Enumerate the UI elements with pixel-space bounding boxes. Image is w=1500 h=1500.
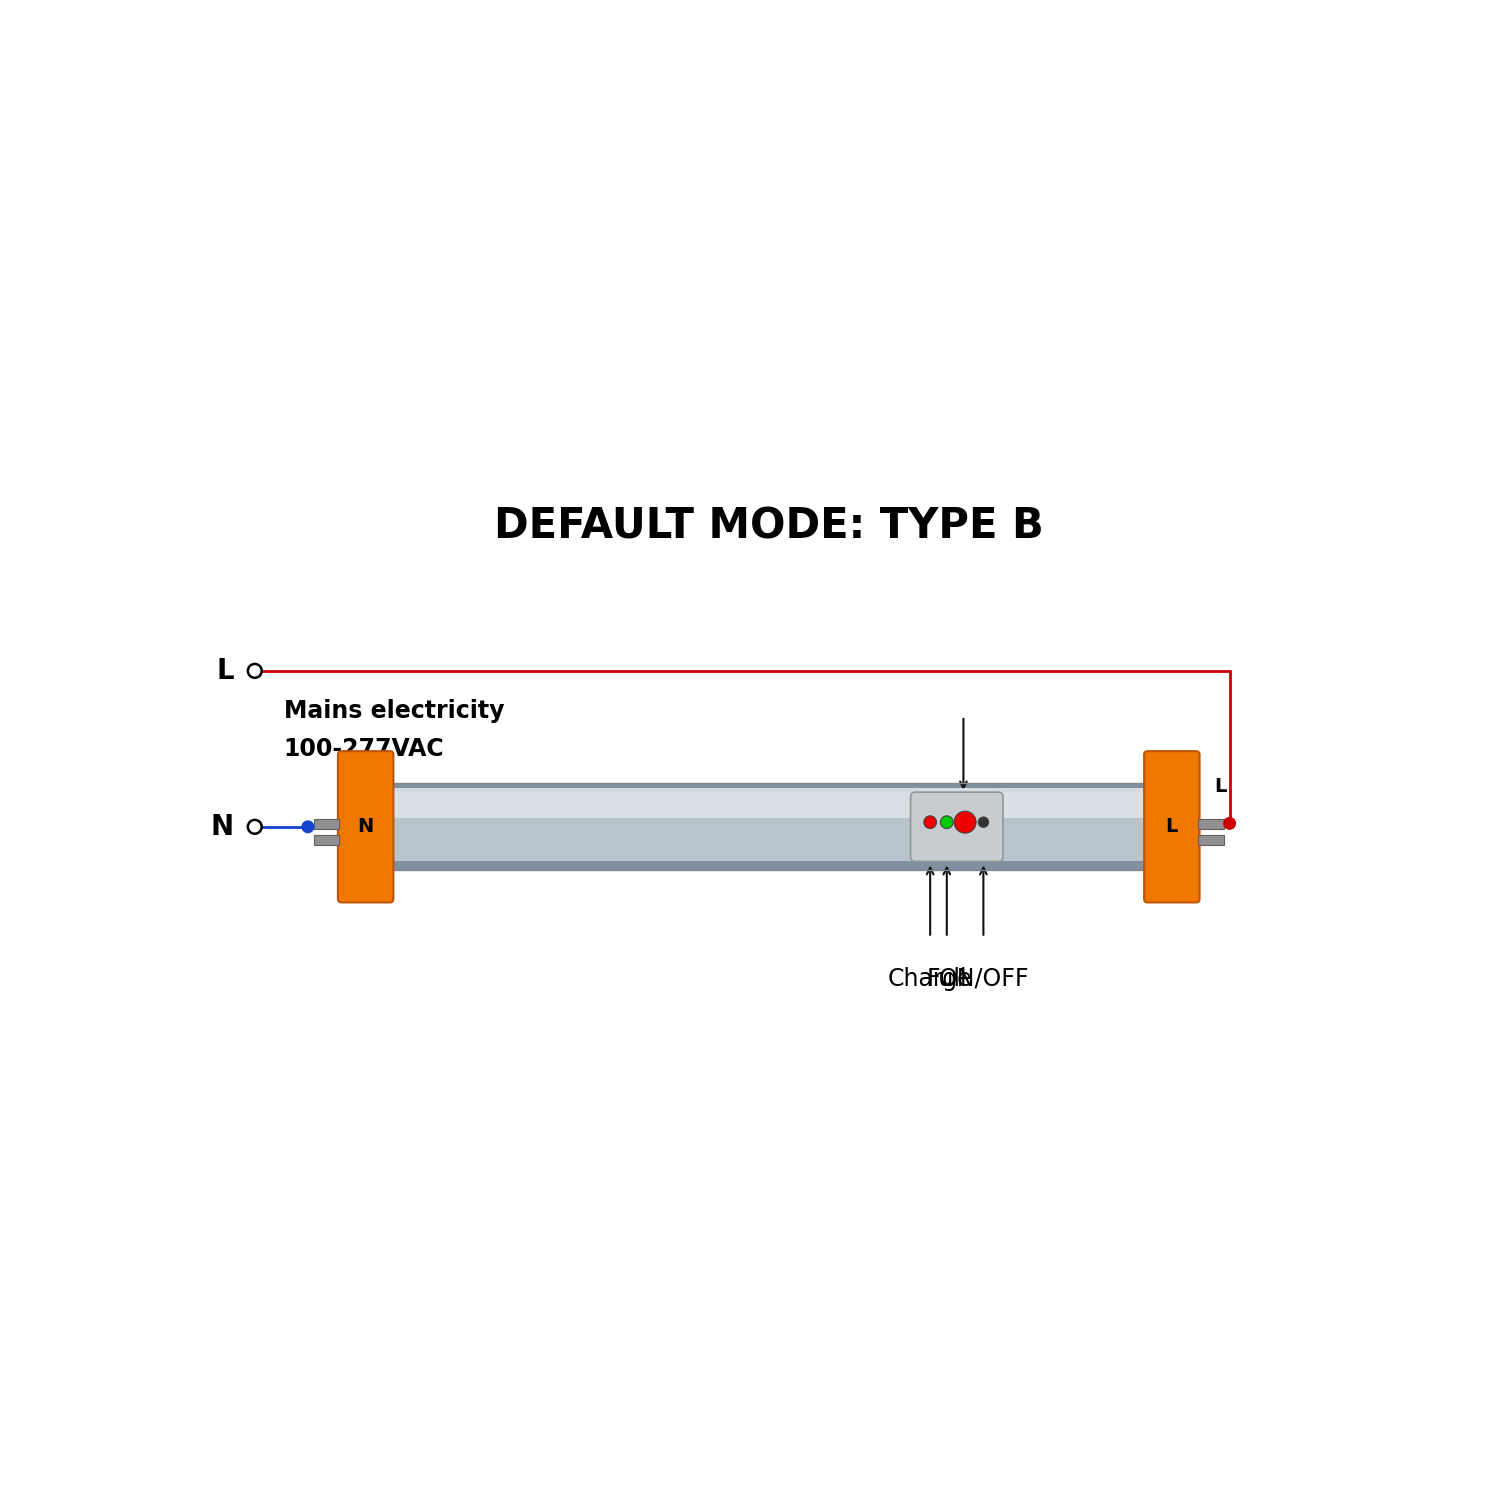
Text: 100-277VAC: 100-277VAC (284, 738, 444, 762)
FancyBboxPatch shape (338, 752, 393, 903)
Circle shape (1224, 818, 1236, 830)
Bar (390, 788, 1148, 818)
Text: Full: Full (927, 966, 968, 990)
Circle shape (302, 821, 313, 833)
Bar (314, 836, 339, 846)
Text: DEFAULT MODE: TYPE B: DEFAULT MODE: TYPE B (494, 506, 1044, 548)
Circle shape (924, 816, 936, 828)
FancyBboxPatch shape (910, 792, 1004, 861)
Circle shape (954, 812, 976, 832)
Text: L: L (1214, 777, 1227, 795)
Circle shape (248, 821, 261, 834)
Text: Charge: Charge (888, 966, 972, 990)
Bar (1198, 819, 1224, 830)
Text: N: N (357, 818, 374, 837)
Text: L: L (216, 657, 234, 686)
Circle shape (978, 818, 988, 828)
Circle shape (940, 816, 952, 828)
Text: N: N (211, 813, 234, 842)
Circle shape (248, 664, 261, 678)
Bar (314, 819, 339, 830)
Text: Mains electricity: Mains electricity (284, 699, 504, 723)
Bar (390, 783, 1148, 870)
FancyBboxPatch shape (1144, 752, 1200, 903)
Bar (1198, 836, 1224, 846)
Bar (390, 783, 1148, 870)
Text: L: L (1166, 818, 1178, 837)
Text: ON/OFF: ON/OFF (938, 966, 1029, 990)
Bar (390, 792, 1148, 861)
